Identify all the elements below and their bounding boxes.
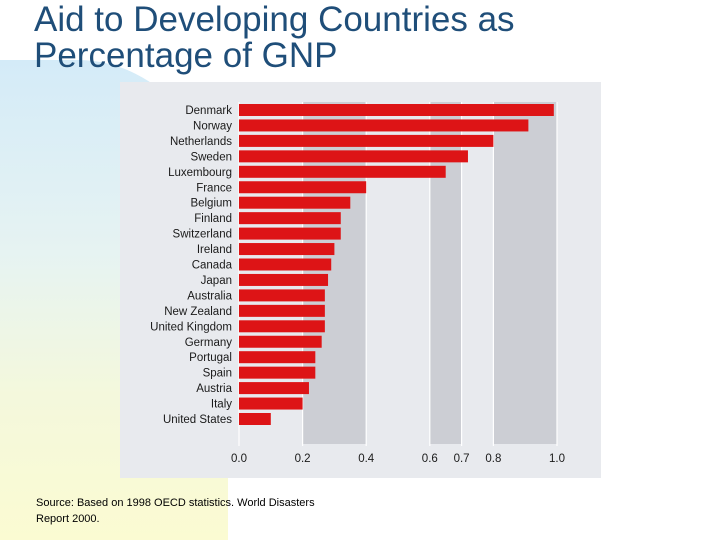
category-label-luxembourg: Luxembourg — [168, 167, 232, 179]
x-tick-label-5: 0.8 — [485, 453, 501, 465]
x-tick-label-2: 0.4 — [358, 453, 375, 465]
bar-spain — [239, 366, 316, 379]
chart-panel: Denmark Norway Netherlands Sweden Luxembourg… — [120, 82, 601, 478]
bar-new-zealand — [239, 304, 325, 317]
x-tick-label-3: 0.6 — [422, 453, 438, 465]
bar-australia — [239, 289, 325, 302]
bar-switzerland — [239, 227, 341, 240]
bar-norway — [239, 119, 529, 132]
category-label-denmark: Denmark — [185, 105, 232, 117]
bar-belgium — [239, 196, 351, 209]
slide-title-line-2: Percentage of GNP — [34, 36, 338, 75]
category-label-austria: Austria — [196, 383, 232, 395]
category-label-netherlands: Netherlands — [170, 136, 232, 148]
category-label-sweden: Sweden — [190, 151, 232, 163]
category-label-canada: Canada — [192, 260, 233, 272]
category-label-italy: Italy — [211, 399, 232, 411]
bar-finland — [239, 212, 341, 225]
category-label-belgium: Belgium — [190, 198, 232, 210]
bar-portugal — [239, 351, 316, 364]
bar-netherlands — [239, 134, 494, 147]
bar-austria — [239, 382, 309, 395]
category-label-switzerland: Switzerland — [173, 229, 232, 241]
category-label-ireland: Ireland — [197, 244, 232, 256]
x-tick-label-1: 0.2 — [295, 453, 311, 465]
bars-group — [239, 104, 554, 425]
x-tick-label-6: 1.0 — [549, 453, 565, 465]
x-tick-label-0: 0.0 — [231, 453, 247, 465]
slide-title-line-1: Aid to Developing Countries as — [34, 0, 515, 39]
category-label-united-kingdom: United Kingdom — [150, 321, 232, 333]
category-label-united-states: United States — [163, 414, 232, 426]
x-tick-labels-group: 0.0 0.2 0.4 0.6 0.7 0.8 1.0 — [231, 453, 565, 465]
bar-france — [239, 181, 367, 194]
source-line-1: Source: Based on 1998 OECD statistics. W… — [36, 497, 315, 509]
source-line-2: Report 2000. — [36, 513, 100, 525]
bar-united-kingdom — [239, 320, 325, 333]
category-label-japan: Japan — [201, 275, 232, 287]
bar-italy — [239, 397, 303, 410]
x-tick-label-4: 0.7 — [454, 453, 470, 465]
category-label-germany: Germany — [185, 337, 233, 349]
bar-denmark — [239, 104, 554, 116]
slide-title: Aid to Developing Countries as Percentag… — [34, 2, 515, 74]
bar-united-states — [239, 413, 271, 425]
bar-luxembourg — [239, 165, 446, 178]
category-label-spain: Spain — [203, 368, 232, 380]
category-label-france: France — [196, 182, 232, 194]
bar-japan — [239, 273, 329, 286]
source-note: Source: Based on 1998 OECD statistics. W… — [36, 495, 366, 527]
bar-ireland — [239, 243, 335, 256]
category-label-portugal: Portugal — [189, 352, 232, 364]
category-label-norway: Norway — [193, 120, 232, 132]
category-label-australia: Australia — [187, 290, 232, 302]
aid-bar-chart: Denmark Norway Netherlands Sweden Luxembourg… — [150, 102, 565, 465]
bar-germany — [239, 335, 322, 348]
category-label-finland: Finland — [194, 213, 232, 225]
category-labels-group: Denmark Norway Netherlands Sweden Luxembourg… — [150, 105, 232, 426]
bar-canada — [239, 258, 332, 271]
band-5 — [493, 102, 557, 444]
category-label-new-zealand: New Zealand — [164, 306, 232, 318]
bar-sweden — [239, 150, 468, 163]
